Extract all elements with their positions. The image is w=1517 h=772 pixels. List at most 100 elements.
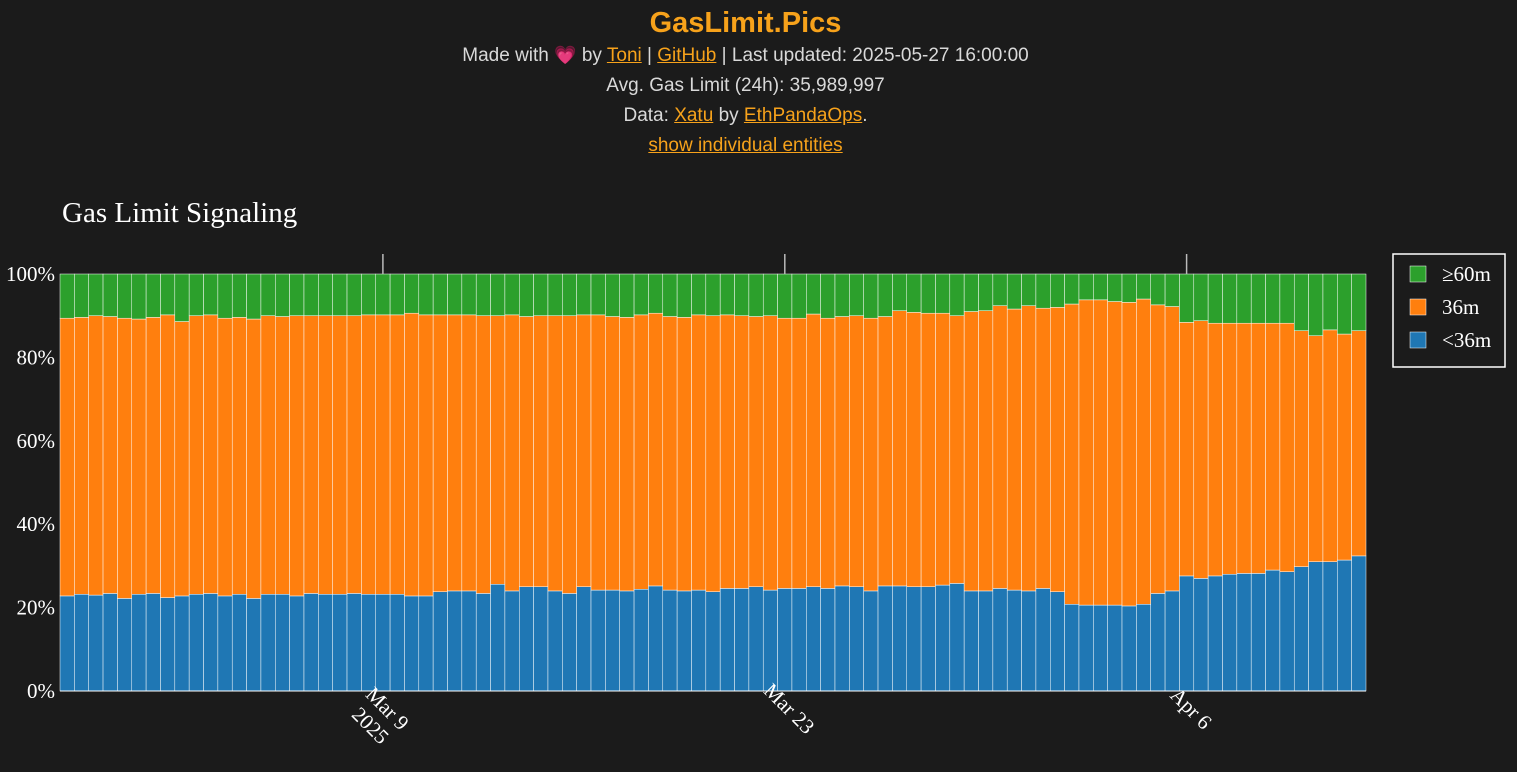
bar-segment-36m (203, 314, 219, 594)
bar-segment-<36m (777, 588, 793, 692)
bar-segment-≥60m (1064, 273, 1080, 305)
bar-segment-<36m (1078, 604, 1094, 692)
bar-segment-36m (160, 314, 176, 598)
bar-segment-≥60m (576, 273, 592, 316)
bar-segment-36m (576, 314, 592, 587)
bar-segment-≥60m (1179, 273, 1195, 323)
bar-segment-≥60m (791, 273, 807, 319)
legend-swatch[interactable] (1409, 265, 1427, 283)
bar-segment-<36m (303, 593, 319, 692)
data-source-line: Data: Xatu by EthPandaOps. (0, 101, 1491, 131)
bar-segment-<36m (1035, 588, 1051, 692)
legend-swatch[interactable] (1409, 298, 1427, 316)
bar-segment-≥60m (906, 273, 922, 313)
bar-segment-≥60m (59, 273, 75, 319)
bar-segment-36m (418, 314, 434, 597)
chart-title: Gas Limit Signaling (62, 197, 297, 229)
bar-segment-36m (662, 316, 678, 591)
show-individual-entities-link[interactable]: show individual entities (648, 135, 843, 156)
bar-segment-<36m (1064, 604, 1080, 692)
bar-segment-≥60m (361, 273, 376, 316)
bar-segment-≥60m (949, 273, 965, 316)
bar-segment-≥60m (1150, 273, 1166, 306)
y-tick-label: 80% (17, 345, 56, 369)
bar-segment-<36m (1121, 605, 1137, 692)
bar-segment-36m (949, 315, 965, 584)
bar-segment-<36m (1193, 578, 1209, 692)
bar-segment-<36m (504, 590, 520, 692)
bar-segment-36m (863, 317, 879, 592)
y-tick-label: 20% (17, 596, 56, 620)
site-title: GasLimit.Pics (649, 7, 842, 39)
bar-segment-36m (1193, 320, 1209, 579)
bar-segment-≥60m (691, 273, 707, 316)
bar-segment-36m (1337, 333, 1352, 561)
bar-segment-<36m (461, 590, 477, 692)
xatu-link[interactable]: Xatu (674, 105, 714, 126)
by-text: by (581, 45, 602, 66)
bar-segment-<36m (820, 588, 836, 692)
legend-label[interactable]: <36m (1442, 328, 1491, 352)
bar-segment-≥60m (275, 273, 290, 317)
legend[interactable]: ≥60m 36m <36m (1392, 253, 1506, 368)
legend-label[interactable]: ≥60m (1442, 262, 1491, 286)
bar-segment-≥60m (676, 273, 692, 318)
bar-segment-36m (963, 311, 979, 592)
bar-segment-36m (648, 312, 664, 587)
github-link[interactable]: GitHub (657, 45, 717, 66)
bar-segment-≥60m (662, 273, 678, 317)
bar-segment-36m (1236, 322, 1252, 574)
bar-segment-≥60m (734, 273, 750, 316)
ethpandaops-link[interactable]: EthPandaOps (743, 105, 863, 126)
bar-segment-≥60m (1164, 273, 1180, 307)
bar-segment-36m (906, 312, 922, 588)
bar-segment-36m (892, 310, 908, 587)
bar-segment-36m (74, 317, 89, 595)
bar-segment-<36m (88, 594, 104, 692)
bar-segment-≥60m (145, 273, 161, 318)
bar-segment-≥60m (1222, 273, 1238, 324)
bar-segment-≥60m (432, 273, 448, 316)
bar-segment-36m (102, 316, 118, 594)
bar-segment-36m (475, 315, 491, 594)
author-link[interactable]: Toni (606, 45, 642, 66)
bar-segment-≥60m (289, 273, 305, 316)
legend-label[interactable]: 36m (1442, 295, 1479, 319)
bar-segment-<36m (432, 591, 448, 692)
bar-segment-36m (877, 316, 893, 587)
data-by-text: by (718, 105, 739, 126)
bar-segment-<36m (533, 586, 549, 692)
heart-icon: 💗 (554, 45, 577, 65)
separator: | (647, 45, 652, 66)
data-suffix-text: . (862, 105, 868, 126)
bar-segment-<36m (1050, 591, 1065, 692)
x-tick-label: Mar 92025 (344, 682, 414, 752)
bar-segment-36m (332, 315, 348, 595)
bar-segment-<36m (806, 586, 821, 692)
bar-segment-36m (676, 317, 692, 592)
bar-segment-≥60m (920, 273, 936, 314)
bar-segment-36m (1250, 322, 1266, 574)
bars-layer (59, 273, 1367, 692)
bar-segment-36m (303, 315, 319, 594)
bar-segment-36m (791, 317, 807, 589)
bar-segment-≥60m (1279, 273, 1295, 324)
bar-segment-≥60m (1236, 273, 1252, 324)
bar-segment-<36m (605, 589, 620, 692)
bar-segment-<36m (1164, 590, 1180, 692)
bar-segment-<36m (1250, 573, 1266, 692)
bar-segment-≥60m (1351, 273, 1367, 331)
legend-swatch[interactable] (1409, 331, 1427, 349)
bar-segment-≥60m (318, 273, 333, 316)
bar-segment-≥60m (1308, 273, 1324, 336)
bar-segment-≥60m (303, 273, 319, 316)
bar-segment-36m (246, 318, 262, 599)
bar-segment-<36m (691, 589, 707, 692)
bar-segment-36m (117, 317, 133, 599)
bar-segment-≥60m (777, 273, 793, 319)
bar-segment-<36m (849, 586, 864, 692)
bar-segment-36m (719, 314, 735, 589)
bar-segment-36m (849, 315, 864, 587)
avg-gas-limit-text: Avg. Gas Limit (24h): 35,989,997 (606, 75, 885, 96)
bar-segment-<36m (676, 590, 692, 692)
